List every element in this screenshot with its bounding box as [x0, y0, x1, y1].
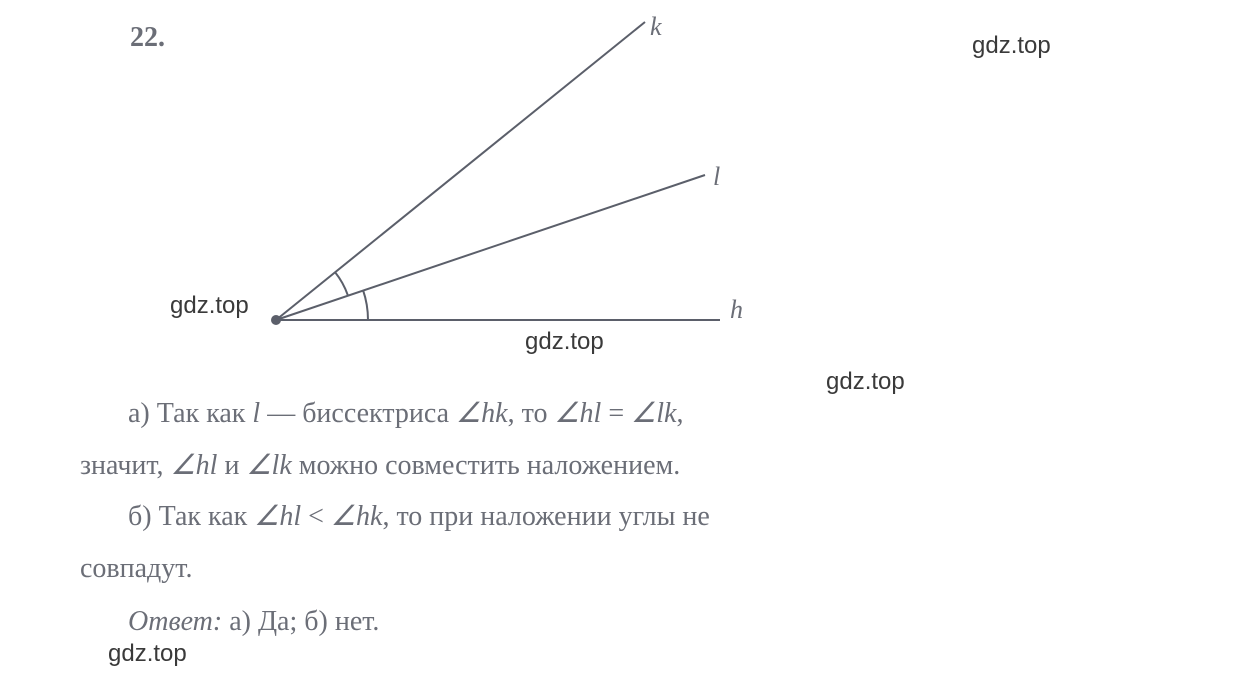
- part-a-line1: а) Так как l — биссектриса ∠hk, то ∠hl =…: [80, 390, 1160, 438]
- arc-kl: [335, 272, 348, 295]
- angle-lk: ∠lk: [631, 398, 676, 429]
- watermark: gdz.top: [525, 328, 604, 356]
- vertex-point: [271, 315, 281, 325]
- angle-hk: ∠hk: [456, 398, 508, 429]
- answer-label: Ответ:: [128, 606, 222, 637]
- text: совпадут.: [80, 553, 192, 584]
- text: а) Так как: [128, 398, 252, 429]
- label-k: k: [650, 12, 662, 41]
- solution-text: а) Так как l — биссектриса ∠hk, то ∠hl =…: [80, 390, 1160, 650]
- text: , то: [508, 398, 555, 429]
- ray-l: [276, 175, 705, 320]
- watermark: gdz.top: [170, 292, 249, 320]
- text: , то при наложении углы не: [382, 501, 709, 532]
- angle-lk: ∠lk: [246, 450, 291, 481]
- ray-k: [276, 22, 645, 320]
- text: <: [301, 501, 331, 532]
- part-b-line1: б) Так как ∠hl < ∠hk, то при наложении у…: [80, 493, 1160, 541]
- angle-hl: ∠hl: [254, 501, 301, 532]
- text: б) Так как: [128, 501, 254, 532]
- text: ,: [676, 398, 683, 429]
- text: =: [601, 398, 631, 429]
- label-l: l: [713, 162, 720, 191]
- text: можно совместить наложением.: [292, 450, 680, 481]
- answer-text: а) Да; б) нет.: [222, 606, 379, 637]
- part-a-line2: значит, ∠hl и ∠lk можно совместить налож…: [80, 442, 1160, 490]
- text: и: [217, 450, 246, 481]
- part-b-line2: совпадут.: [80, 545, 1160, 593]
- text: — биссектриса: [260, 398, 456, 429]
- answer-line: Ответ: а) Да; б) нет.: [80, 598, 1160, 646]
- text: значит,: [80, 450, 171, 481]
- angle-hl: ∠hl: [171, 450, 218, 481]
- angle-diagram: k l h: [0, 0, 800, 360]
- label-h: h: [730, 295, 743, 324]
- arc-lh: [363, 290, 368, 320]
- angle-hk: ∠hk: [331, 501, 383, 532]
- watermark: gdz.top: [972, 32, 1051, 60]
- page: 22. k l h gdz.top gdz.top gdz.top gdz.to…: [0, 0, 1245, 689]
- angle-hl: ∠hl: [554, 398, 601, 429]
